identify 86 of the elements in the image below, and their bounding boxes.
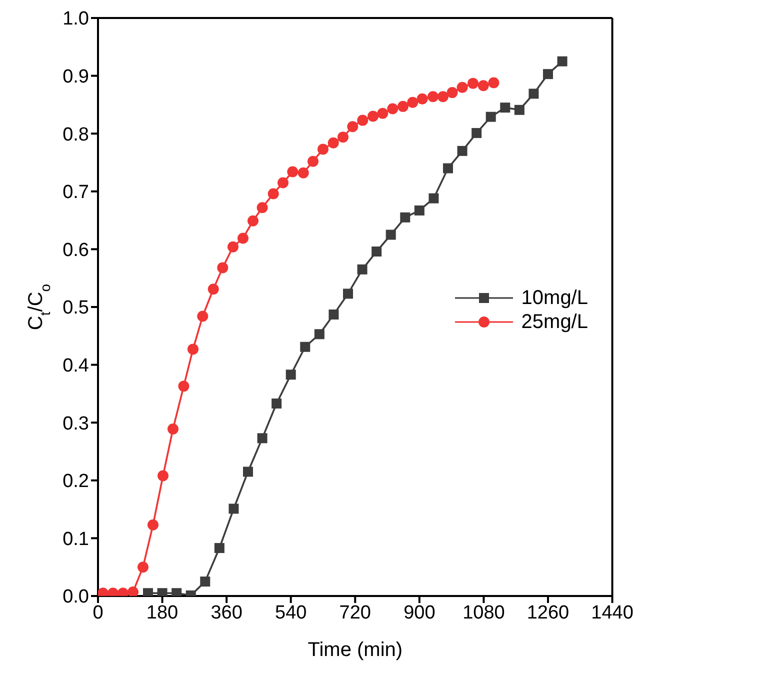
legend-label: 25mg/L [521,310,588,334]
y-tick-label: 0.2 [62,471,89,492]
point [416,93,428,104]
y-tick-label: 0.8 [62,124,89,146]
point [478,80,489,92]
point [257,433,268,444]
point [528,88,539,99]
point [148,519,158,530]
point [228,241,238,252]
point [397,100,408,112]
point [368,110,378,122]
point [298,167,309,178]
point [178,380,190,392]
point [188,344,198,355]
point [278,177,288,188]
point [128,586,138,596]
point [300,342,310,352]
point [308,156,318,167]
point [343,288,353,299]
point [446,87,458,98]
point [457,146,468,156]
y-tick-label: 0.3 [62,413,89,434]
point [197,310,208,322]
x-tick-label: 360 [210,602,242,624]
point [272,398,282,409]
point [500,102,510,113]
y-tick-label: 0.7 [62,182,89,204]
point [377,108,388,119]
point [314,329,324,340]
y-tick-label: 0.4 [62,356,90,377]
point [456,82,468,93]
point [287,166,298,178]
x-tick-label: 0 [92,602,104,624]
point [428,193,439,204]
point [318,144,328,155]
point [386,230,396,240]
y-tick-label: 1.0 [62,8,89,30]
point [557,56,568,66]
y-tick-label: 0.1 [62,528,89,550]
point [256,202,268,214]
point [214,543,224,554]
point [427,91,438,102]
point [328,310,339,320]
point [268,188,279,200]
x-axis-title: Time (min) [308,639,403,661]
point [372,246,382,257]
point [486,112,496,122]
point [200,576,210,587]
y-tick-label: 0.5 [62,298,89,319]
point [357,264,368,274]
point [286,370,296,380]
point [168,423,178,434]
x-tick-label: 540 [275,602,307,624]
point [357,114,368,126]
point [387,103,398,114]
point [514,104,524,115]
y-tick-label: 0.9 [62,66,89,88]
x-tick-label: 1260 [526,602,570,624]
x-tick-label: 900 [404,602,436,624]
point [414,205,424,216]
point [467,78,478,89]
point [347,121,358,132]
point [158,470,168,482]
point [208,284,219,295]
x-tick-label: 720 [339,602,371,624]
point [138,562,148,573]
point [472,128,482,138]
point [243,466,253,477]
point [400,212,410,222]
point [442,163,453,174]
y-tick-label: 0.0 [62,586,89,608]
y-tick-label: 0.6 [62,240,89,261]
x-tick-label: 1080 [462,602,505,624]
point [228,504,239,514]
point [542,69,553,80]
point [488,77,500,88]
x-tick-label: 1440 [591,602,634,624]
point [238,232,248,244]
point [328,137,339,148]
x-tick-label: 180 [146,602,178,624]
legend-label: 10mg/L [521,286,588,310]
point [407,96,418,108]
point [338,132,348,143]
point [248,215,258,226]
point [437,91,448,102]
point [217,262,228,274]
